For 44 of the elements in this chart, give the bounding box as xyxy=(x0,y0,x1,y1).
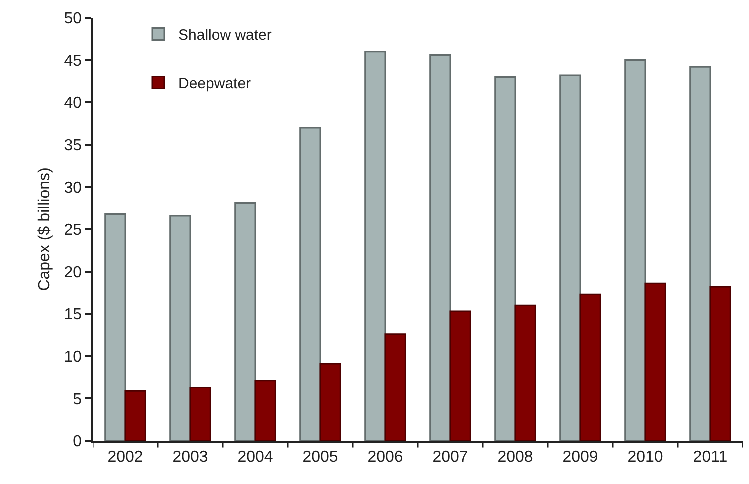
y-tick-label: 30 xyxy=(64,180,82,197)
x-tick-label: 2004 xyxy=(238,448,274,466)
x-tick-label: 2003 xyxy=(172,448,208,466)
bar xyxy=(450,310,472,441)
legend-label: Deepwater xyxy=(178,76,252,93)
x-tick-label: 2011 xyxy=(693,448,728,466)
legend-label: Shallow water xyxy=(178,27,272,44)
bar xyxy=(170,215,192,441)
bar xyxy=(300,127,322,441)
x-tick-label: 2006 xyxy=(368,448,404,466)
bar xyxy=(580,294,602,441)
bar xyxy=(560,74,582,441)
x-tick-label: 2005 xyxy=(302,448,338,466)
x-tick-label: 2002 xyxy=(108,448,144,466)
y-tick-label: 25 xyxy=(64,222,82,240)
y-tick-label: 20 xyxy=(64,264,82,282)
bar xyxy=(494,76,516,441)
bar xyxy=(710,286,732,441)
bar xyxy=(690,66,712,441)
bar xyxy=(624,60,646,441)
y-tick-label: 50 xyxy=(64,10,82,28)
bar xyxy=(364,51,386,441)
bar xyxy=(104,214,126,441)
bar xyxy=(384,334,406,441)
bar xyxy=(320,363,342,441)
y-tick-label: 0 xyxy=(73,434,82,451)
bar xyxy=(254,380,276,441)
y-tick-label: 35 xyxy=(64,138,82,154)
x-tick-label: 2010 xyxy=(628,448,664,466)
y-tick-label: 10 xyxy=(64,349,82,366)
bar xyxy=(234,202,256,441)
x-tick-label: 2008 xyxy=(498,448,534,466)
x-tick-label: 2009 xyxy=(562,448,598,466)
bar xyxy=(124,390,146,441)
bar xyxy=(190,386,212,441)
y-tick-label: 40 xyxy=(64,95,82,112)
y-tick-label: 45 xyxy=(64,52,82,70)
x-tick-label: 2007 xyxy=(432,448,468,466)
y-tick-label: 15 xyxy=(64,306,82,324)
y-tick-label: 5 xyxy=(73,391,82,408)
y-axis-title: Capex ($ billions) xyxy=(36,168,54,292)
bar xyxy=(514,304,536,441)
bar xyxy=(644,282,666,441)
bar xyxy=(430,54,452,441)
